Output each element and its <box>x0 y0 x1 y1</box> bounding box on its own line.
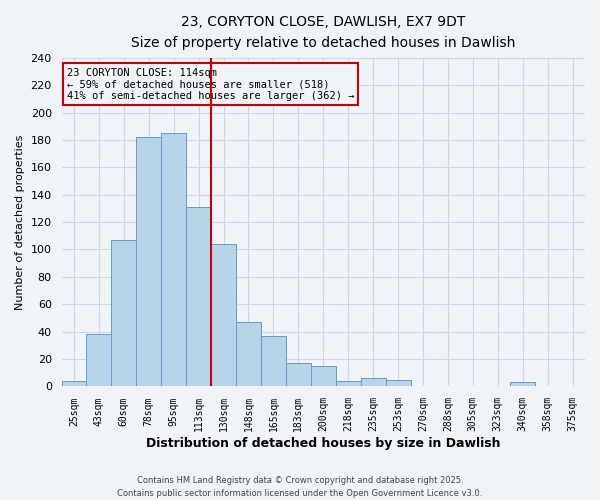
Bar <box>336 381 361 386</box>
Bar <box>311 366 336 386</box>
Bar <box>112 240 136 386</box>
Bar <box>386 380 410 386</box>
Y-axis label: Number of detached properties: Number of detached properties <box>15 134 25 310</box>
Text: 23 CORYTON CLOSE: 114sqm
← 59% of detached houses are smaller (518)
41% of semi-: 23 CORYTON CLOSE: 114sqm ← 59% of detach… <box>67 68 354 101</box>
X-axis label: Distribution of detached houses by size in Dawlish: Distribution of detached houses by size … <box>146 437 500 450</box>
Text: Contains HM Land Registry data © Crown copyright and database right 2025.
Contai: Contains HM Land Registry data © Crown c… <box>118 476 482 498</box>
Bar <box>211 244 236 386</box>
Bar <box>236 322 261 386</box>
Bar <box>136 137 161 386</box>
Bar <box>510 382 535 386</box>
Title: 23, CORYTON CLOSE, DAWLISH, EX7 9DT
Size of property relative to detached houses: 23, CORYTON CLOSE, DAWLISH, EX7 9DT Size… <box>131 15 515 50</box>
Bar <box>62 381 86 386</box>
Bar <box>86 334 112 386</box>
Bar <box>161 133 186 386</box>
Bar <box>186 207 211 386</box>
Bar <box>361 378 386 386</box>
Bar <box>261 336 286 386</box>
Bar <box>286 363 311 386</box>
